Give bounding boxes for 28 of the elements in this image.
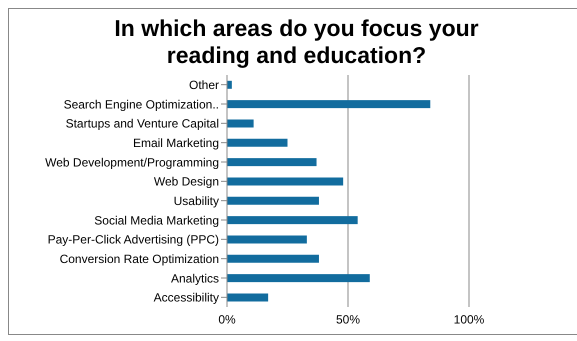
bar: [227, 235, 307, 244]
bar: [227, 80, 232, 89]
y-tick-label: Search Engine Optimization..: [64, 97, 219, 112]
bar: [227, 216, 358, 224]
y-tick-label: Usability: [174, 194, 219, 208]
bar: [227, 177, 344, 186]
x-tick-label: 100%: [454, 312, 485, 327]
bar: [227, 196, 319, 205]
y-tick-label: Email Marketing: [132, 136, 219, 150]
bar: [227, 100, 430, 108]
bar: [227, 254, 319, 263]
y-tick-label: Analytics: [170, 271, 219, 286]
chart-title: In which areas do you focus your reading and education?: [113, 15, 480, 69]
y-tick-label: Startups and Venture Capital: [66, 116, 219, 131]
y-tick-label: Social Media Marketing: [94, 213, 219, 228]
x-tick-label: 0%: [218, 312, 236, 327]
bar: [227, 293, 268, 302]
bar: [227, 119, 254, 128]
y-tick-label: Web Development/Programming: [45, 155, 219, 170]
y-tick-label: Accessibility: [154, 290, 219, 305]
y-tick-label: Other: [188, 78, 219, 92]
bar: [227, 158, 317, 166]
y-tick-label: Conversion Rate Optimization: [60, 252, 219, 266]
x-tick-label: 50%: [336, 312, 360, 327]
y-tick-label: Pay-Per-Click Advertising (PPC): [48, 232, 220, 247]
y-tick-label: Web Design: [154, 174, 219, 189]
bar: [227, 274, 370, 282]
bar: [227, 138, 288, 147]
